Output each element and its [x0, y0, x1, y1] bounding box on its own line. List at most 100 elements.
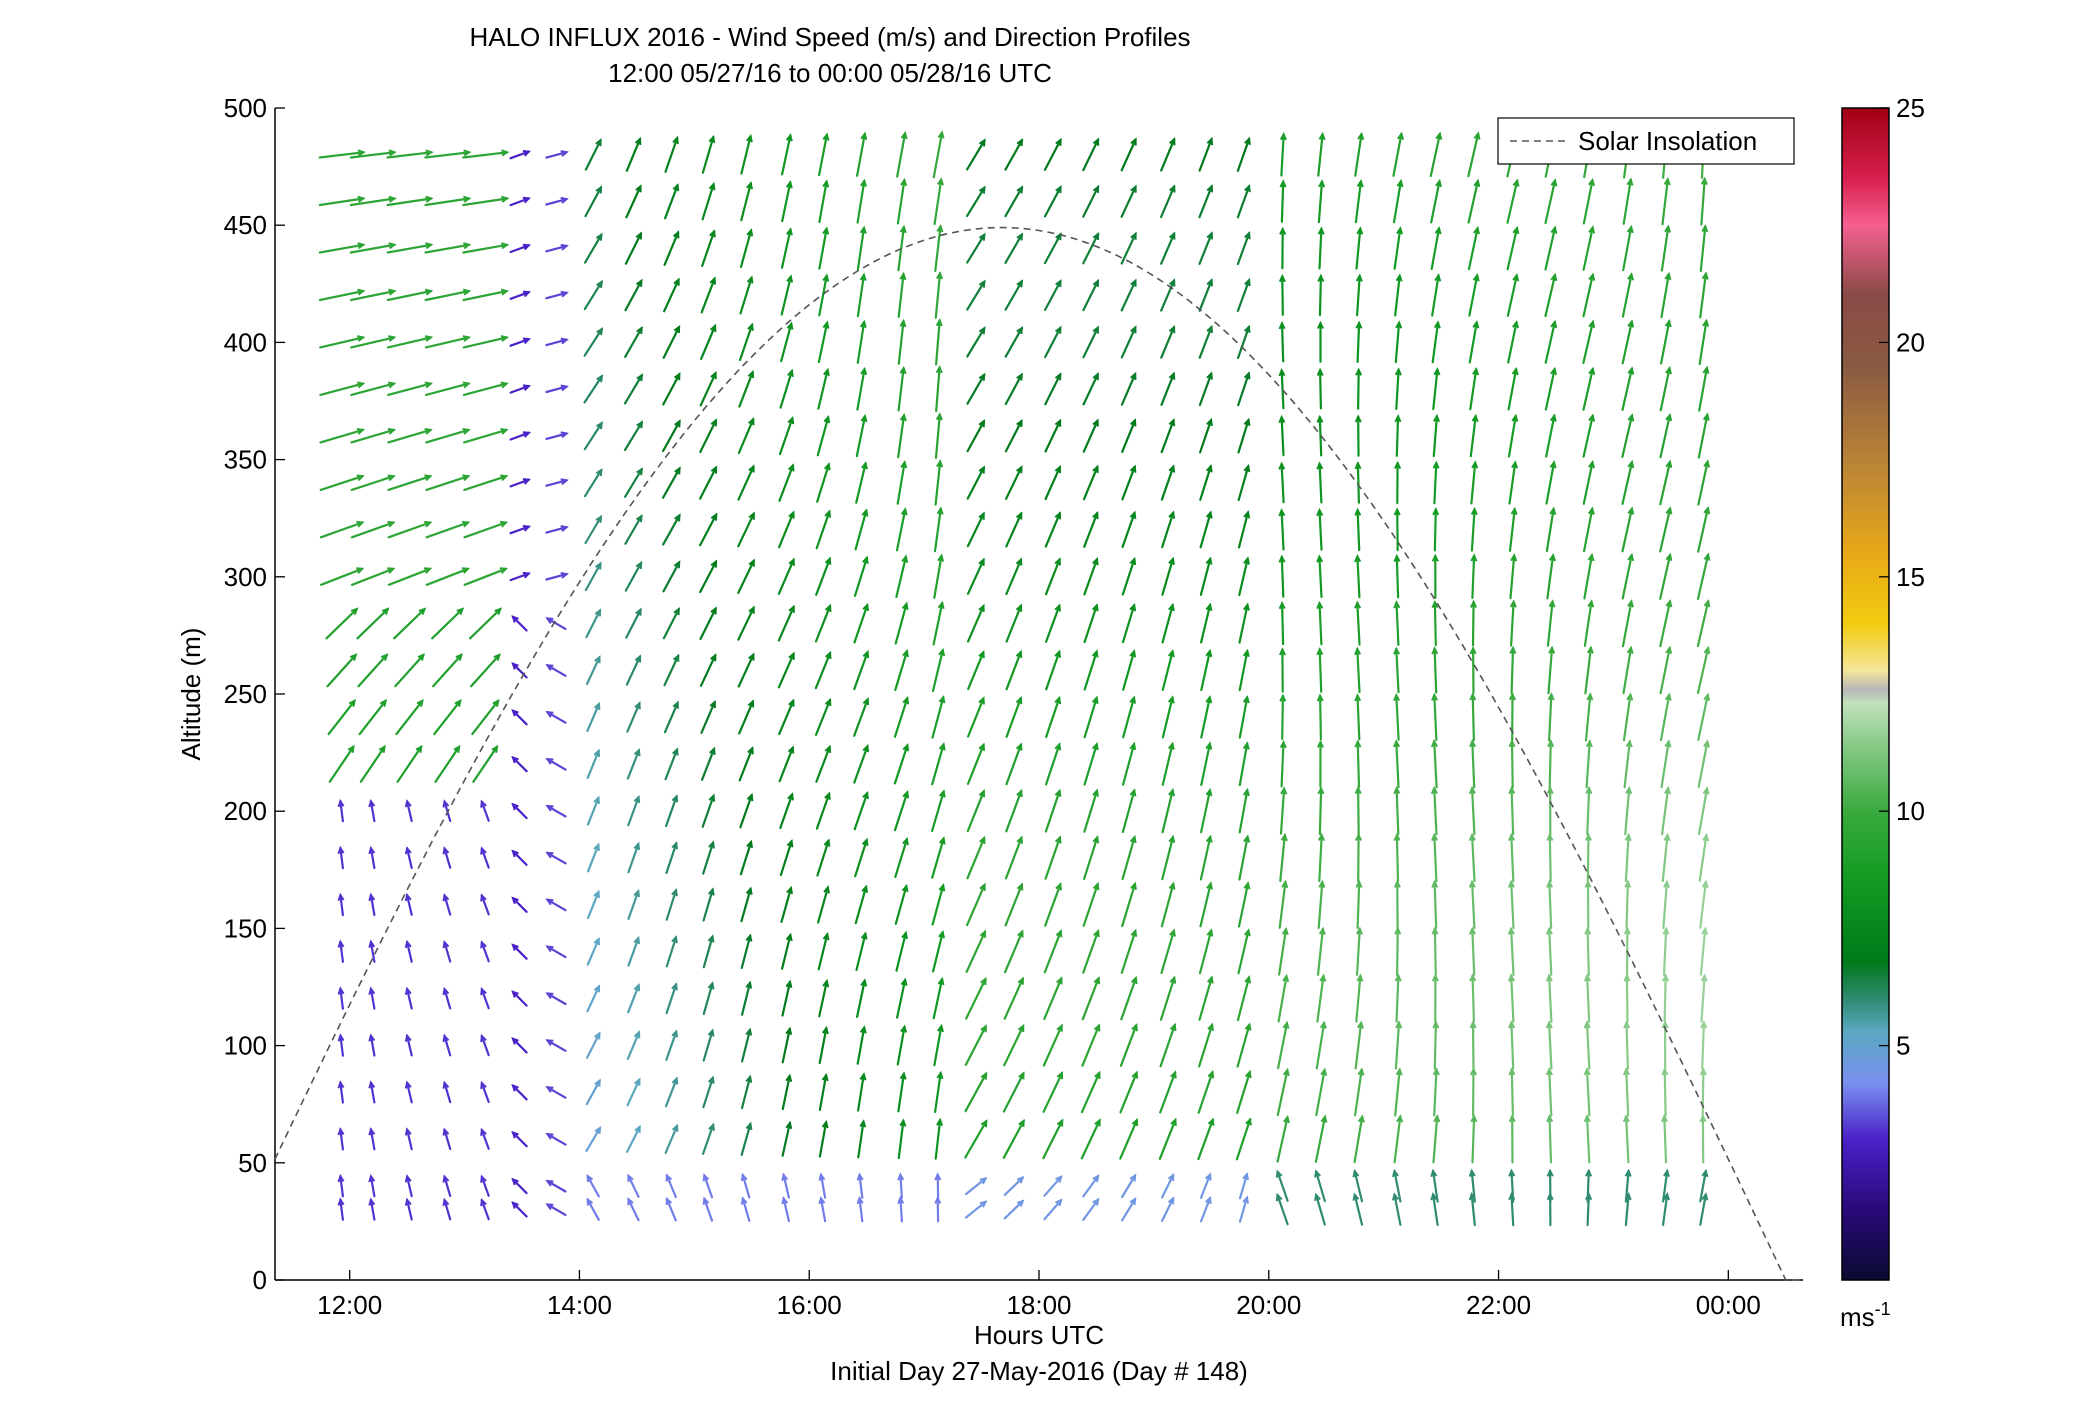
wind-vector-head: [1316, 461, 1324, 470]
wind-vector-shaft: [1660, 273, 1670, 319]
wind-vector-shaft: [626, 749, 641, 780]
wind-vector: [1277, 973, 1290, 1023]
wind-vector-shaft: [966, 790, 985, 833]
wind-vector: [1160, 881, 1176, 928]
wind-vector-head: [368, 1127, 376, 1136]
wind-vector: [1159, 1022, 1177, 1068]
wind-vector: [1317, 131, 1326, 177]
wind-vector: [1082, 325, 1100, 359]
wind-vector: [1698, 365, 1710, 412]
wind-vector: [1238, 695, 1250, 739]
wind-vector-head: [1623, 1020, 1631, 1029]
wind-vector-head: [1092, 325, 1099, 334]
wind-vector-shaft: [394, 653, 425, 688]
wind-vector-shaft: [1659, 507, 1672, 553]
wind-vector-head: [593, 936, 600, 946]
wind-vector-head: [1468, 879, 1476, 888]
wind-vector-shaft: [853, 745, 869, 784]
wind-vector-head: [1168, 556, 1175, 565]
wind-vector: [853, 649, 870, 691]
wind-vector: [780, 932, 793, 970]
wind-vector-head: [1468, 785, 1476, 795]
wind-vector-shaft: [1082, 836, 1099, 881]
wind-vector-shaft: [701, 183, 715, 221]
wind-vector-head: [633, 983, 641, 992]
wind-vector-shaft: [1433, 787, 1438, 836]
wind-vector-shaft: [546, 617, 567, 631]
wind-vector-shaft: [933, 1071, 942, 1114]
wind-vector: [698, 512, 718, 547]
wind-vector-shaft: [1161, 650, 1174, 692]
wind-vector-shaft: [819, 1197, 827, 1223]
wind-vector-head: [1508, 692, 1517, 701]
wind-vector: [404, 1033, 413, 1057]
wind-vector-head: [1129, 1173, 1137, 1182]
wind-vector: [1278, 600, 1286, 646]
wind-vector: [897, 1172, 905, 1199]
wind-vector: [856, 319, 867, 364]
wind-vector: [1470, 460, 1479, 505]
wind-vector: [701, 182, 716, 221]
wind-vector-shaft: [780, 933, 792, 970]
wind-vector: [1083, 695, 1099, 739]
wind-vector: [1582, 413, 1596, 458]
wind-vector-shaft: [1584, 646, 1593, 695]
wind-vector: [1082, 372, 1099, 406]
wind-vector: [1431, 832, 1439, 883]
wind-vector-head: [821, 1025, 829, 1035]
wind-vector: [432, 653, 463, 688]
wind-vector-head: [387, 474, 396, 482]
wind-vector: [319, 428, 366, 444]
wind-vector-shaft: [780, 322, 793, 363]
wind-vector-head: [1512, 178, 1520, 187]
wind-vector: [1354, 739, 1362, 789]
wind-vector-shaft: [1395, 694, 1400, 741]
wind-vector: [545, 898, 567, 912]
wind-vector: [1660, 786, 1671, 836]
wind-vector: [966, 696, 985, 738]
wind-vector-head: [862, 744, 870, 753]
wind-vector-shaft: [339, 1081, 344, 1104]
wind-vector-head: [860, 366, 868, 376]
wind-vector-head: [1169, 1022, 1177, 1032]
wind-vector-head: [1664, 319, 1672, 328]
wind-vector-head: [746, 228, 754, 237]
wind-vector-head: [822, 978, 830, 988]
wind-vector-head: [702, 1173, 710, 1182]
wind-vector-head: [1015, 465, 1023, 474]
wind-vector: [1316, 926, 1326, 976]
wind-vector-head: [1431, 879, 1439, 888]
wind-vector-shaft: [1507, 321, 1518, 364]
wind-vector-head: [387, 567, 396, 574]
wind-vector: [350, 520, 396, 539]
wind-vector-head: [560, 150, 569, 157]
wind-vector-shaft: [739, 276, 753, 315]
wind-vector-shaft: [1661, 178, 1669, 226]
wind-vector-head: [1354, 693, 1362, 702]
wind-vector: [738, 322, 754, 362]
wind-vector: [934, 1172, 942, 1199]
wind-vector-head: [1278, 647, 1286, 656]
wind-vector: [511, 615, 528, 632]
wind-vector-head: [500, 381, 509, 389]
wind-vector: [780, 274, 794, 316]
wind-vector-head: [1663, 1192, 1670, 1201]
wind-vector-head: [1512, 320, 1519, 329]
wind-vector-shaft: [1161, 557, 1175, 596]
wind-vector-head: [1278, 508, 1286, 517]
wind-vector-head: [368, 1197, 376, 1206]
wind-vector: [934, 412, 943, 459]
wind-vector-head: [1205, 1195, 1212, 1205]
wind-vector: [663, 183, 680, 220]
wind-vector-shaft: [1318, 227, 1323, 270]
wind-vector: [897, 271, 907, 318]
colorbar-tick-label: 15: [1896, 562, 1925, 592]
wind-vector: [1082, 928, 1100, 974]
wind-vector-head: [1509, 599, 1517, 608]
wind-vector-shaft: [1586, 927, 1590, 976]
wind-vector-head: [935, 365, 943, 374]
wind-vector-head: [1278, 368, 1286, 377]
wind-vector-head: [1550, 319, 1558, 329]
wind-vector-shaft: [328, 745, 355, 783]
wind-vector: [1432, 460, 1440, 505]
